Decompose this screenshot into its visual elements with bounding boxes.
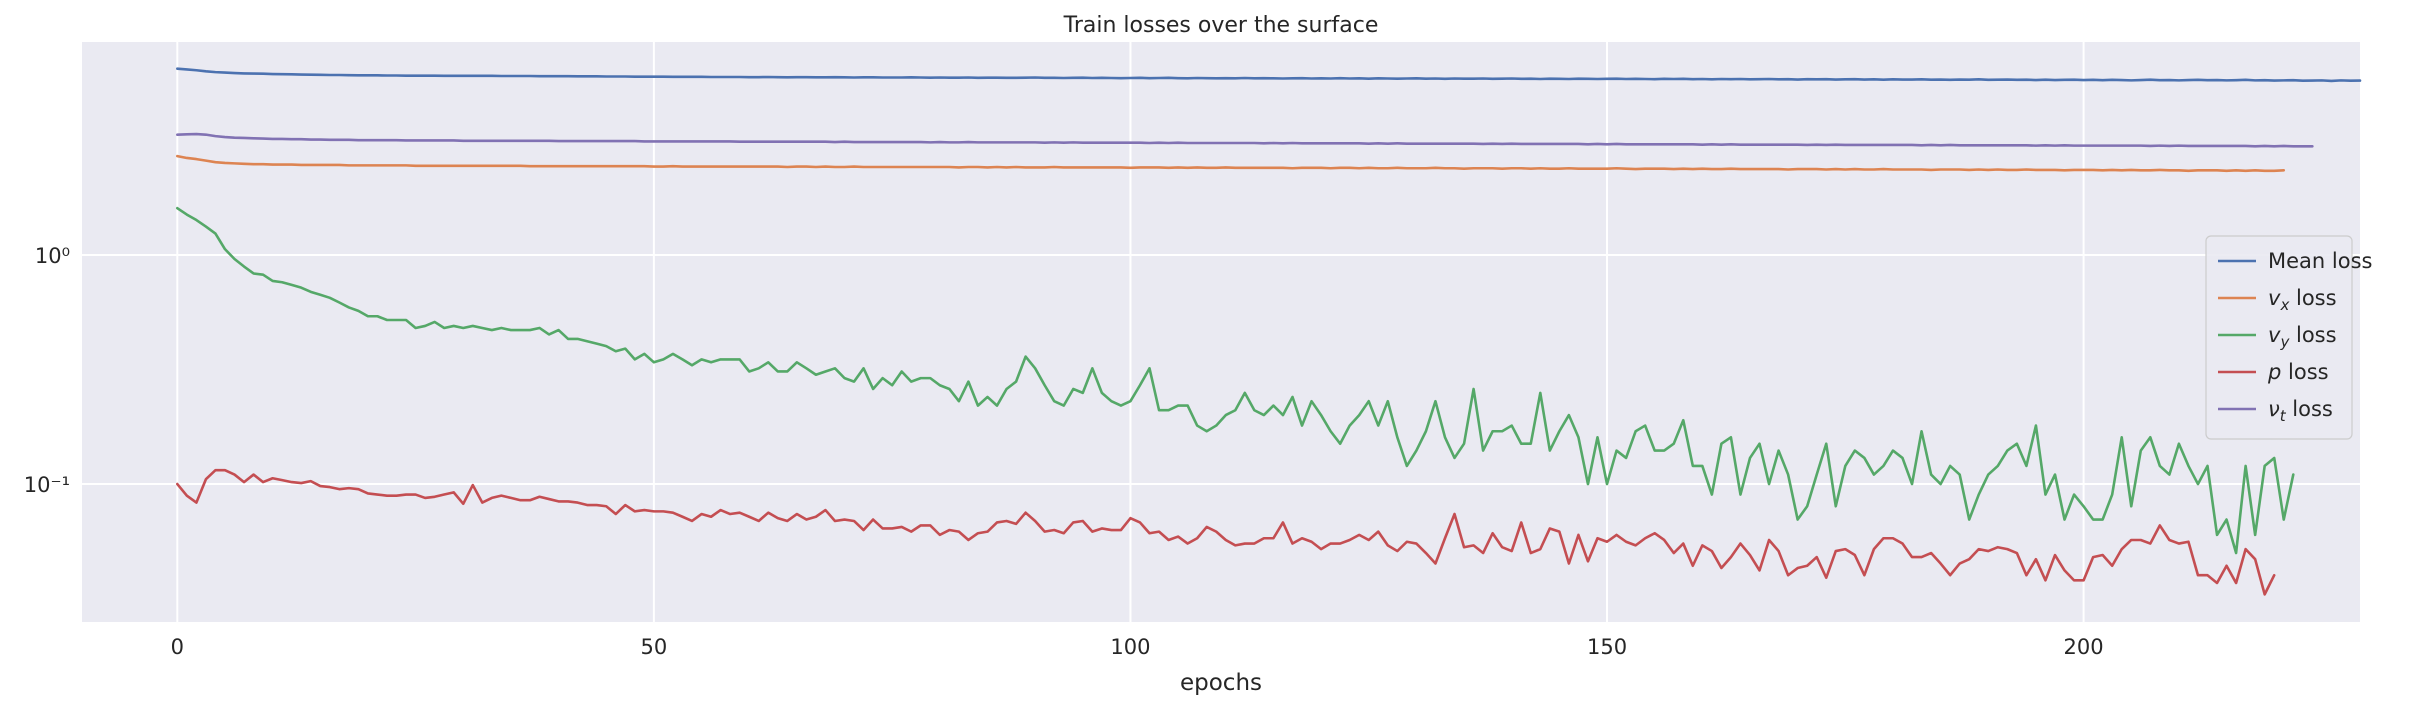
y-tick-label: 10⁻¹ <box>24 473 70 497</box>
legend-label: vx loss <box>2268 286 2337 314</box>
chart-title: Train losses over the surface <box>1063 13 1379 38</box>
x-axis-ticks: 0 50 100 150 200 <box>171 635 2104 659</box>
x-tick-label: 150 <box>1587 635 1627 659</box>
legend: Mean loss vx loss vy loss p loss νt loss <box>2205 235 2372 440</box>
x-tick-label: 50 <box>641 635 668 659</box>
x-axis-label: epochs <box>1180 670 1262 696</box>
x-tick-label: 0 <box>171 635 184 659</box>
legend-label: vy loss <box>2268 323 2337 351</box>
series-line-v-x-loss <box>176 154 2286 173</box>
legend-label: Mean loss <box>2268 249 2372 273</box>
x-tick-label: 200 <box>2064 635 2104 659</box>
grid <box>82 42 2360 622</box>
plot-background <box>82 42 2360 622</box>
y-axis-ticks: 10⁻¹ 10⁰ <box>24 244 70 497</box>
x-tick-label: 100 <box>1110 635 1150 659</box>
series-line-mean-loss <box>176 67 2362 83</box>
series-line-v-y-loss <box>176 206 2295 555</box>
series-line-p-loss <box>176 468 2276 596</box>
legend-box <box>2205 235 2353 440</box>
series-layer <box>176 67 2362 596</box>
legend-label: νt loss <box>2268 397 2333 425</box>
y-tick-label: 10⁰ <box>35 244 70 268</box>
series-line-nu-t-loss <box>176 132 2314 148</box>
legend-label: p loss <box>2267 360 2329 384</box>
